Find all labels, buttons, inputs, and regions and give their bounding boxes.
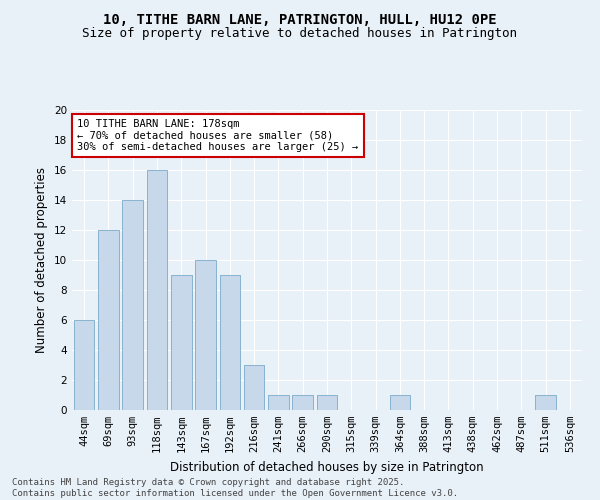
Bar <box>535 395 556 410</box>
Y-axis label: Number of detached properties: Number of detached properties <box>35 167 49 353</box>
Bar <box>292 395 313 410</box>
Bar <box>244 365 265 410</box>
Text: Contains HM Land Registry data © Crown copyright and database right 2025.
Contai: Contains HM Land Registry data © Crown c… <box>12 478 458 498</box>
Bar <box>98 230 119 410</box>
Text: Size of property relative to detached houses in Patrington: Size of property relative to detached ho… <box>83 28 517 40</box>
Bar <box>122 200 143 410</box>
Bar <box>195 260 216 410</box>
Text: 10 TITHE BARN LANE: 178sqm
← 70% of detached houses are smaller (58)
30% of semi: 10 TITHE BARN LANE: 178sqm ← 70% of deta… <box>77 119 358 152</box>
Bar <box>171 275 191 410</box>
Bar <box>74 320 94 410</box>
Bar <box>146 170 167 410</box>
Bar <box>389 395 410 410</box>
Bar <box>268 395 289 410</box>
X-axis label: Distribution of detached houses by size in Patrington: Distribution of detached houses by size … <box>170 460 484 473</box>
Bar <box>220 275 240 410</box>
Bar <box>317 395 337 410</box>
Text: 10, TITHE BARN LANE, PATRINGTON, HULL, HU12 0PE: 10, TITHE BARN LANE, PATRINGTON, HULL, H… <box>103 12 497 26</box>
